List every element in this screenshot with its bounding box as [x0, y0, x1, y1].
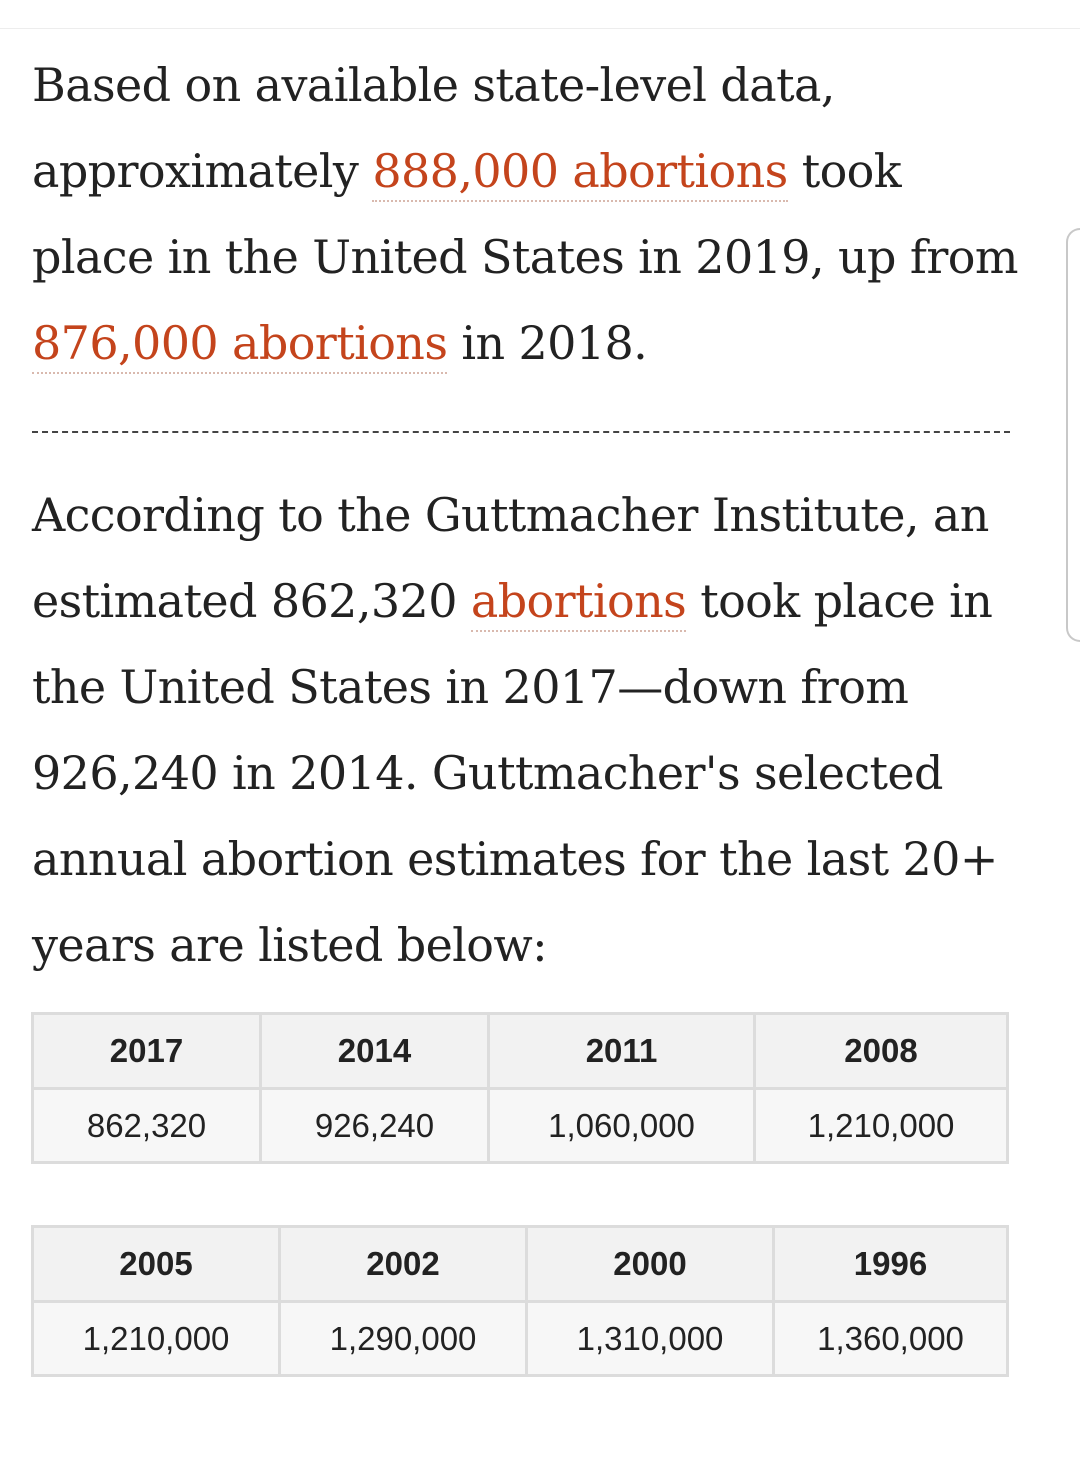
table-header-row: 2017 2014 2011 2008: [31, 1012, 1009, 1090]
table-header-row: 2005 2002 2000 1996: [31, 1225, 1009, 1303]
guttmacher-paragraph: According to the Guttmacher Institute, a…: [32, 472, 1022, 988]
estimate-cell: 1,310,000: [525, 1300, 775, 1377]
intro-text-middle: took place in the United States in 2019,…: [32, 144, 1018, 284]
estimate-cell: 1,360,000: [772, 1300, 1009, 1377]
estimate-cell: 1,210,000: [31, 1300, 281, 1377]
link-876000-abortions[interactable]: 876,000 abortions: [32, 316, 448, 374]
intro-text-end: in 2018.: [447, 316, 648, 370]
intro-text-start: Based on available state-level data, app…: [32, 58, 835, 198]
link-888000-abortions[interactable]: 888,000 abortions: [372, 144, 788, 202]
year-header: 2011: [487, 1012, 756, 1090]
year-header: 2014: [259, 1012, 490, 1090]
estimate-cell: 926,240: [259, 1087, 490, 1164]
year-header: 2008: [753, 1012, 1009, 1090]
estimate-cell: 862,320: [31, 1087, 262, 1164]
year-header: 2002: [278, 1225, 528, 1303]
table-value-row: 862,320 926,240 1,060,000 1,210,000: [31, 1087, 1009, 1164]
estimate-cell: 1,210,000: [753, 1087, 1009, 1164]
table-value-row: 1,210,000 1,290,000 1,310,000 1,360,000: [31, 1300, 1009, 1377]
guttmacher-text-start: According to the Guttmacher Institute, a…: [32, 488, 989, 628]
year-header: 2005: [31, 1225, 281, 1303]
estimates-table-2: 2005 2002 2000 1996 1,210,000 1,290,000 …: [31, 1225, 1009, 1377]
year-header: 2017: [31, 1012, 262, 1090]
link-abortions[interactable]: abortions: [470, 574, 687, 632]
year-header: 2000: [525, 1225, 775, 1303]
estimate-cell: 1,060,000: [487, 1087, 756, 1164]
intro-paragraph: Based on available state-level data, app…: [32, 42, 1022, 386]
top-divider: [0, 28, 1080, 29]
scroll-handle[interactable]: [1066, 228, 1080, 642]
estimate-cell: 1,290,000: [278, 1300, 528, 1377]
section-divider: [32, 431, 1010, 433]
year-header: 1996: [772, 1225, 1009, 1303]
estimates-table-1: 2017 2014 2011 2008 862,320 926,240 1,06…: [31, 1012, 1009, 1164]
guttmacher-text-end: took place in the United States in 2017—…: [32, 574, 998, 972]
